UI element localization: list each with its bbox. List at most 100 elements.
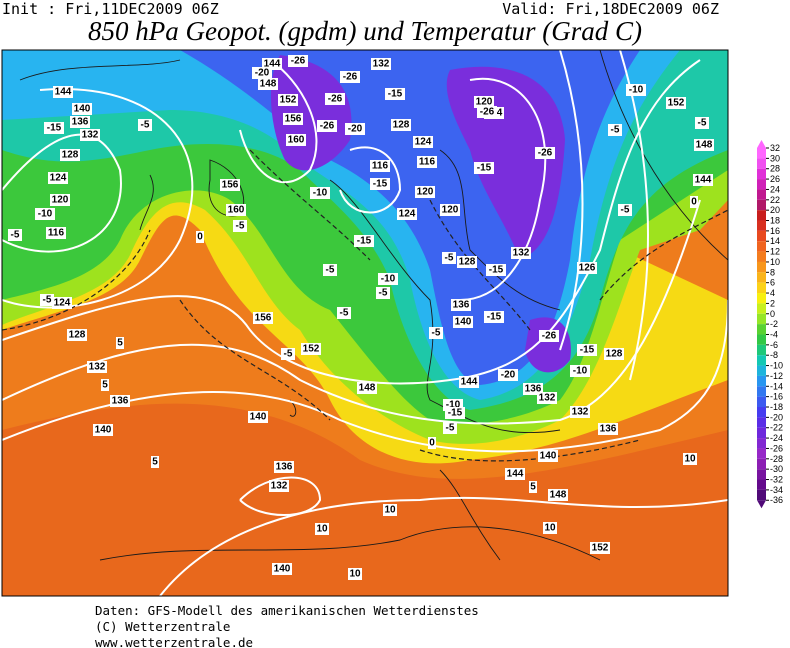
contour-label-box xyxy=(618,204,632,216)
map-title: 850 hPa Geopot. (gpdm) und Temperatur (G… xyxy=(88,16,642,46)
colorbar-segment xyxy=(757,427,766,439)
contour-label: 128 xyxy=(393,120,410,131)
contour-label-box xyxy=(428,437,436,449)
contour-label: 128 xyxy=(62,150,79,161)
contour-label-box xyxy=(138,119,152,131)
contour-label-box xyxy=(323,264,337,276)
contour-label-box xyxy=(484,311,504,323)
contour-label: -5 xyxy=(326,265,335,276)
contour-label: -20 xyxy=(255,68,270,79)
contour-label: 124 xyxy=(50,173,67,184)
colorbar-tick-label: -28 xyxy=(770,454,783,464)
contour-label: -15 xyxy=(487,312,502,323)
contour-label: 144 xyxy=(264,59,281,70)
contour-label: 148 xyxy=(359,383,376,394)
contour-label: -26 xyxy=(542,331,557,342)
contour-label-box xyxy=(272,563,292,575)
contour-label-box xyxy=(693,174,713,186)
contour-label-box xyxy=(486,264,506,276)
colorbar-segment xyxy=(757,241,766,252)
colorbar-tick-label: 12 xyxy=(770,247,780,257)
contour-label-box xyxy=(477,106,497,118)
colorbar-segment xyxy=(757,344,766,356)
contour-label-box xyxy=(391,119,411,131)
contour-label-box xyxy=(50,194,70,206)
contour-label: 156 xyxy=(285,114,302,125)
contour-label: -5 xyxy=(621,205,630,216)
contour-label: 10 xyxy=(316,524,328,535)
contour-label-box xyxy=(440,204,460,216)
contour-label-box xyxy=(269,480,289,492)
contour-label-box xyxy=(337,307,351,319)
contour-label-box xyxy=(604,348,624,360)
contour-label: 116 xyxy=(372,161,389,172)
contour-label-box xyxy=(87,361,107,373)
contour-label: 148 xyxy=(550,490,567,501)
contour-label-box xyxy=(577,344,597,356)
contour-label-box xyxy=(325,93,345,105)
contour-label: 152 xyxy=(280,95,297,106)
contour-label-box xyxy=(233,220,247,232)
colorbar-segment xyxy=(757,251,766,262)
contour-label-box xyxy=(445,407,465,419)
contour-label-box xyxy=(110,395,130,407)
contour-label-box xyxy=(93,424,113,436)
contour-label: 156 xyxy=(222,180,239,191)
contour-label-box xyxy=(354,235,374,247)
colorbar-segment xyxy=(757,489,766,501)
colorbar-tick-label: -4 xyxy=(770,329,778,339)
colorbar-tick-label: 24 xyxy=(770,184,780,194)
contour-label-box xyxy=(498,369,518,381)
colorbar-tick-label: 4 xyxy=(770,288,775,298)
colorbar-segment xyxy=(757,334,766,345)
contour-label-box xyxy=(278,94,298,106)
contour-label: 126 xyxy=(579,263,596,274)
colorbar-tick-label: -16 xyxy=(770,392,783,402)
contour-label-box xyxy=(226,204,246,216)
colorbar-tick-label: -12 xyxy=(770,371,783,381)
contour-label: -5 xyxy=(236,221,245,232)
colorbar-segment xyxy=(757,417,766,428)
contour-label: 128 xyxy=(606,349,623,360)
contour-label-box xyxy=(116,337,124,349)
temp-field-south xyxy=(2,403,728,596)
contour-label: -10 xyxy=(381,274,396,285)
contour-label: -5 xyxy=(141,120,150,131)
contour-label-box xyxy=(457,256,477,268)
contour-label-box xyxy=(376,287,390,299)
contour-label: 120 xyxy=(476,97,493,108)
contour-label: -26 xyxy=(480,107,495,118)
colorbar-tick-label: 2 xyxy=(770,298,775,308)
map-frame xyxy=(1,49,729,597)
contour-label-box xyxy=(196,231,204,243)
colorbar-tick-label: -20 xyxy=(770,412,783,422)
contour-label-box xyxy=(474,96,494,108)
colorbar-segment xyxy=(757,261,766,273)
colorbar-segment xyxy=(757,199,766,211)
colorbar-tick-label: 20 xyxy=(770,205,780,215)
contour-label-box xyxy=(538,450,558,462)
contour-label: -5 xyxy=(432,328,441,339)
contour-label: 136 xyxy=(525,384,542,395)
contour-label: 120 xyxy=(417,187,434,198)
contour-label: 128 xyxy=(69,330,86,341)
contour-label: 132 xyxy=(271,481,288,492)
contour-label: 140 xyxy=(455,317,472,328)
contour-label-box xyxy=(577,262,597,274)
contour-label: -5 xyxy=(445,253,454,264)
contour-label: 148 xyxy=(696,140,713,151)
contour-label-box xyxy=(511,247,531,259)
contour-label: 124 xyxy=(415,137,432,148)
contour-label-box xyxy=(371,58,391,70)
colorbar-segment xyxy=(757,469,766,480)
contour-label-box xyxy=(543,522,557,534)
contour-label: -15 xyxy=(489,265,504,276)
colorbar-tick-label: -10 xyxy=(770,361,783,371)
contour-label: 124 xyxy=(54,298,71,309)
contour-label: -26 xyxy=(538,148,553,159)
contour-label: 144 xyxy=(55,87,72,98)
contour-label: 152 xyxy=(668,98,685,109)
contour-label: 140 xyxy=(250,412,267,423)
contour-label-box xyxy=(453,316,473,328)
colorbar-tick-label: -18 xyxy=(770,402,783,412)
